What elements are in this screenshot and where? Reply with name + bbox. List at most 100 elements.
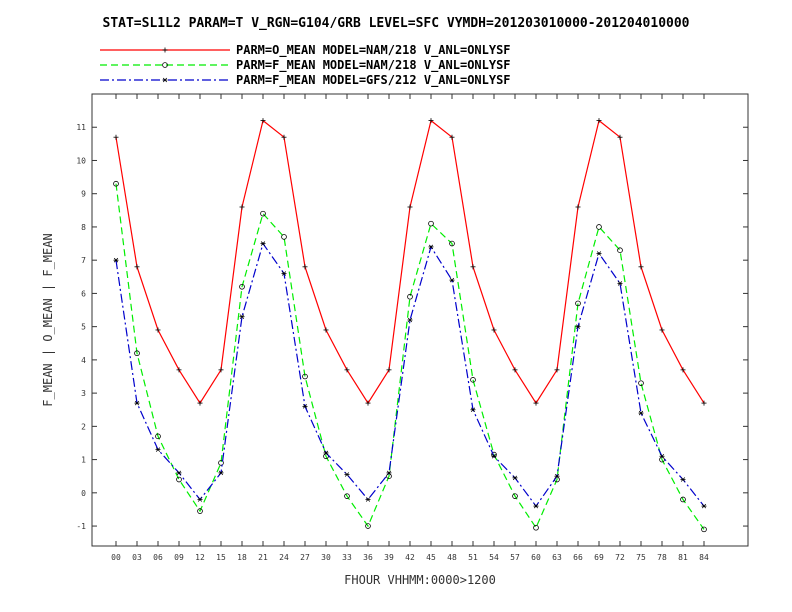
- data-point: [239, 283, 245, 290]
- x-tick-label: 03: [132, 553, 142, 562]
- x-tick-label: 81: [678, 553, 688, 562]
- y-tick-label: 6: [81, 289, 86, 298]
- x-tick-label: 36: [363, 553, 373, 562]
- data-point: [554, 473, 560, 479]
- data-point: [701, 526, 707, 533]
- x-tick-label: 00: [111, 553, 121, 562]
- data-point: [638, 380, 644, 386]
- data-point: [344, 472, 350, 477]
- series-layer: [113, 118, 707, 533]
- data-point: [701, 503, 707, 509]
- series-line: [115, 183, 705, 530]
- y-tick-label: 0: [81, 489, 86, 498]
- data-point: [512, 367, 518, 373]
- y-tick-label: 3: [81, 389, 86, 398]
- data-point: [680, 367, 686, 373]
- series-3: [113, 241, 707, 509]
- data-point: [344, 367, 350, 373]
- data-point: [162, 77, 168, 83]
- data-point: [323, 453, 329, 460]
- data-point: [344, 493, 350, 499]
- x-tick-label: 48: [447, 553, 457, 562]
- x-tick-label: 24: [279, 553, 289, 562]
- y-tick-label: 1: [81, 456, 86, 465]
- x-tick-label: 72: [615, 553, 625, 562]
- data-point: [512, 493, 518, 499]
- data-point: [575, 300, 581, 307]
- y-tick-label: -1: [76, 522, 86, 531]
- x-tick-label: 63: [552, 553, 562, 562]
- data-point: [239, 204, 245, 210]
- data-point: [449, 277, 455, 283]
- data-point: [428, 220, 434, 227]
- series-line: [115, 242, 705, 508]
- data-point: [596, 224, 602, 230]
- y-tick-label: 8: [81, 223, 86, 232]
- x-tick-label: 21: [258, 553, 268, 562]
- legend-item-3: PARM=F_MEAN MODEL=GFS/212 V_ANL=ONLYSF: [100, 73, 511, 88]
- legend-item-2: PARM=F_MEAN MODEL=NAM/218 V_ANL=ONLYSF: [100, 58, 511, 73]
- data-point: [218, 460, 224, 466]
- x-tick-label: 15: [216, 553, 226, 562]
- legend-label: PARM=F_MEAN MODEL=GFS/212 V_ANL=ONLYSF: [236, 73, 511, 88]
- data-point: [617, 134, 623, 140]
- data-point: [239, 314, 245, 319]
- data-point: [428, 118, 434, 124]
- plot-area: [91, 93, 749, 547]
- data-point: [134, 400, 140, 406]
- data-point: [162, 47, 168, 53]
- x-axis: 00 03 06 09 12 15 18 21 24 27 30 33 36 39 42 45 48 51 54 57…: [111, 94, 709, 562]
- y-axis: -1 0 1 2 3 4 5 6 7 8 9 10 11: [76, 123, 748, 531]
- x-tick-label: 54: [489, 553, 499, 562]
- data-point: [281, 134, 287, 140]
- x-tick-label: 12: [195, 553, 205, 562]
- y-tick-label: 5: [81, 323, 86, 332]
- data-point: [407, 204, 413, 210]
- data-point: [554, 367, 560, 373]
- data-point: [281, 271, 287, 276]
- data-point: [162, 62, 168, 68]
- data-point: [617, 247, 623, 254]
- data-point: [113, 180, 119, 187]
- chart-title: STAT=SL1L2 PARAM=T V_RGN=G104/GRB LEVEL=…: [103, 16, 690, 31]
- data-point: [176, 367, 182, 373]
- data-point: [407, 293, 413, 300]
- data-point: [323, 450, 329, 456]
- x-tick-label: 75: [636, 553, 646, 562]
- x-tick-label: 84: [699, 553, 709, 562]
- x-tick-label: 60: [531, 553, 541, 562]
- data-point: [113, 257, 119, 263]
- data-point: [302, 404, 308, 409]
- data-point: [491, 327, 497, 333]
- legend-item-1: PARM=O_MEAN MODEL=NAM/218 V_ANL=ONLYSF: [100, 43, 511, 58]
- data-point: [218, 367, 224, 373]
- data-point: [323, 327, 329, 333]
- data-point: [302, 264, 308, 270]
- x-tick-label: 39: [384, 553, 394, 562]
- x-tick-label: 78: [657, 553, 667, 562]
- data-point: [617, 281, 623, 286]
- x-tick-label: 42: [405, 553, 415, 562]
- data-point: [386, 367, 392, 373]
- data-point: [701, 400, 707, 406]
- y-tick-label: 7: [81, 256, 86, 265]
- data-point: [596, 251, 602, 256]
- x-tick-label: 45: [426, 553, 436, 562]
- legend-label: PARM=O_MEAN MODEL=NAM/218 V_ANL=ONLYSF: [236, 43, 511, 58]
- y-tick-label: 2: [81, 422, 86, 431]
- data-point: [155, 433, 161, 440]
- x-tick-label: 30: [321, 553, 331, 562]
- y-axis-label: F_MEAN | O_MEAN | F_MEAN: [41, 233, 55, 406]
- data-point: [533, 400, 539, 406]
- data-point: [176, 476, 182, 483]
- data-point: [659, 327, 665, 333]
- data-point: [638, 264, 644, 270]
- data-point: [155, 447, 161, 452]
- data-point: [533, 503, 539, 509]
- data-point: [470, 407, 476, 413]
- data-point: [281, 234, 287, 240]
- x-tick-label: 66: [573, 553, 583, 562]
- data-point: [680, 496, 686, 503]
- data-point: [113, 134, 119, 140]
- data-point: [680, 477, 686, 482]
